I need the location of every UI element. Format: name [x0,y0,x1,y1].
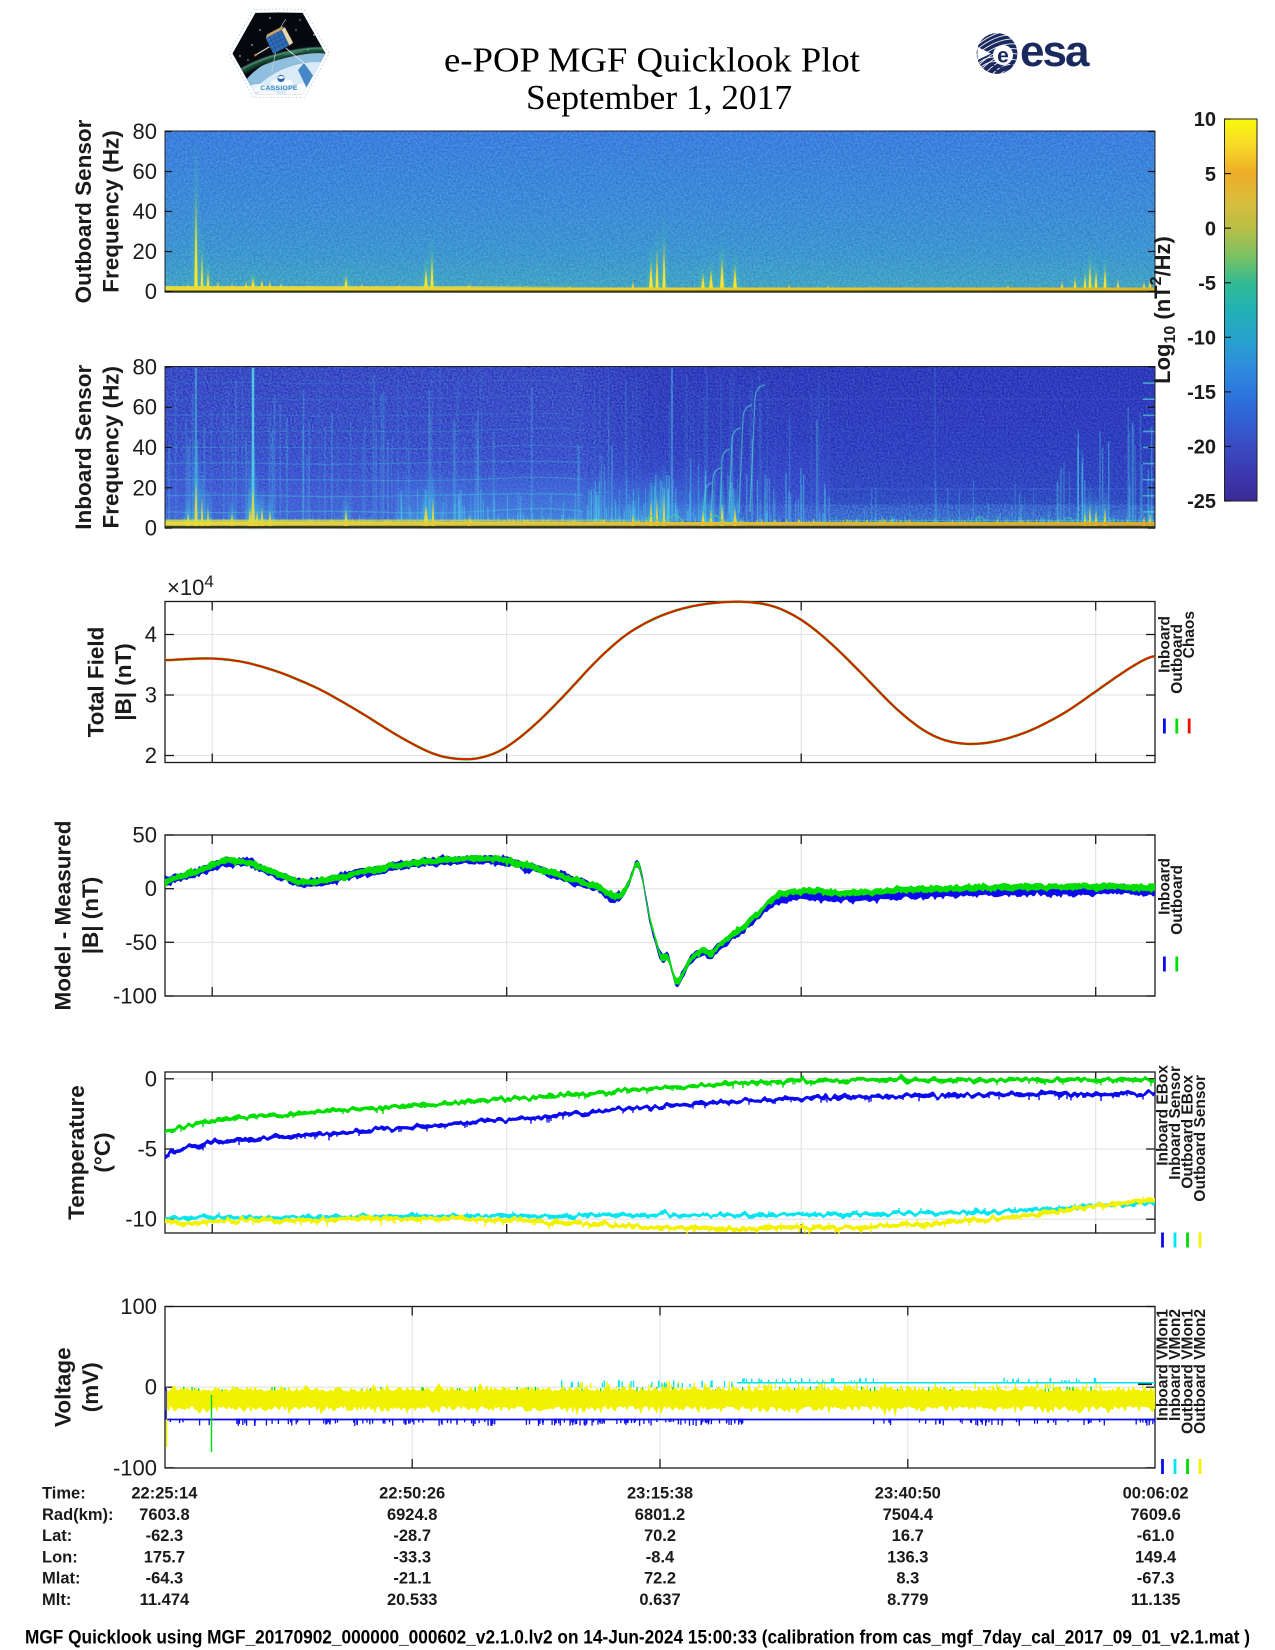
svg-text:Outboard: Outboard [1169,865,1186,935]
svg-text:Mlat:: Mlat: [42,1570,81,1588]
svg-text:7603.8: 7603.8 [139,1506,189,1524]
svg-text:20: 20 [133,475,157,500]
svg-text:22:50:26: 22:50:26 [379,1485,445,1503]
svg-text:Lon:: Lon: [42,1548,78,1566]
svg-text:11.135: 11.135 [1131,1591,1181,1609]
svg-text:-62.3: -62.3 [146,1527,184,1545]
svg-text:16.7: 16.7 [892,1527,924,1545]
svg-text:Mlt:: Mlt: [42,1591,71,1609]
svg-text:136.3: 136.3 [887,1548,928,1566]
svg-text:00:06:02: 00:06:02 [1123,1485,1189,1503]
svg-text:5: 5 [1205,164,1216,186]
svg-text:40: 40 [133,199,157,224]
svg-text:11.474: 11.474 [140,1591,190,1609]
svg-text:4: 4 [145,622,157,647]
svg-text:Voltage: Voltage [51,1347,76,1427]
svg-text:Chaos: Chaos [1181,611,1198,658]
svg-text:Log10 (nT2/Hz): Log10 (nT2/Hz) [1148,236,1179,384]
svg-text:80: 80 [133,354,157,379]
svg-text:Inboard VMon1: Inboard VMon1 [1155,1309,1172,1421]
svg-text:7609.6: 7609.6 [1130,1506,1180,1524]
svg-text:Inboard: Inboard [1156,616,1173,673]
svg-text:-25: -25 [1187,491,1216,513]
svg-text:-28.7: -28.7 [393,1527,431,1545]
svg-text:(°C): (°C) [90,1132,115,1172]
svg-text:8.3: 8.3 [896,1570,919,1588]
svg-text:-33.3: -33.3 [393,1548,431,1566]
svg-text:-64.3: -64.3 [146,1570,184,1588]
svg-text:Frequency (Hz): Frequency (Hz) [99,130,124,293]
svg-text:Outboard VMon2: Outboard VMon2 [1192,1309,1209,1434]
svg-text:40: 40 [133,435,157,460]
svg-text:22:25:14: 22:25:14 [131,1485,198,1503]
svg-text:60: 60 [133,395,157,420]
svg-text:0.637: 0.637 [639,1591,680,1609]
svg-text:-15: -15 [1187,382,1216,404]
svg-text:Frequency (Hz): Frequency (Hz) [99,366,124,529]
svg-text:Outboard Sensor: Outboard Sensor [1192,1075,1209,1202]
svg-text:|B| (nT): |B| (nT) [78,877,103,955]
svg-text:70.2: 70.2 [644,1527,676,1545]
svg-text:0: 0 [145,516,157,541]
svg-text:Rad(km):: Rad(km): [42,1506,114,1524]
svg-text:Inboard Sensor: Inboard Sensor [71,364,96,529]
svg-text:-61.0: -61.0 [1137,1527,1175,1545]
svg-text:0: 0 [145,1375,157,1400]
svg-text:September 1, 2017: September 1, 2017 [526,78,792,117]
svg-text:175.7: 175.7 [144,1548,185,1566]
svg-text:Temperature: Temperature [64,1085,89,1220]
svg-text:23:15:38: 23:15:38 [627,1485,693,1503]
svg-text:esa: esa [1020,27,1090,76]
svg-text:Total Field: Total Field [84,627,109,738]
svg-text:0: 0 [1205,218,1216,240]
svg-text:Outboard Sensor: Outboard Sensor [71,119,96,303]
svg-text:-100: -100 [113,1455,157,1480]
svg-text:e: e [997,45,1009,68]
svg-text:72.2: 72.2 [644,1570,676,1588]
svg-text:Lat:: Lat: [42,1527,72,1545]
svg-text:Inboard Sensor: Inboard Sensor [1167,1066,1184,1180]
svg-text:0: 0 [145,876,157,901]
svg-text:8.779: 8.779 [887,1591,928,1609]
svg-text:-67.3: -67.3 [1137,1570,1175,1588]
svg-text:MGF Quicklook using MGF_201709: MGF Quicklook using MGF_20170902_000000_… [25,1627,1250,1649]
svg-text:Inboard EBox: Inboard EBox [1155,1065,1172,1166]
svg-text:-10: -10 [125,1207,157,1232]
svg-text:20: 20 [133,239,157,264]
svg-text:Model - Measured: Model - Measured [51,820,76,1010]
svg-text:149.4: 149.4 [1135,1548,1177,1566]
svg-text:6924.8: 6924.8 [387,1506,437,1524]
svg-text:7504.4: 7504.4 [883,1506,934,1524]
svg-text:50: 50 [133,823,157,848]
svg-text:23:40:50: 23:40:50 [875,1485,941,1503]
svg-text:60: 60 [133,159,157,184]
svg-text:-100: -100 [113,984,157,1009]
svg-text:CASSIOPE: CASSIOPE [260,85,298,92]
svg-text:2: 2 [145,743,157,768]
svg-text:20.533: 20.533 [387,1591,437,1609]
svg-text:Outboard: Outboard [1169,624,1186,694]
svg-text:Outboard EBox: Outboard EBox [1180,1075,1197,1189]
svg-text:Inboard VMon2: Inboard VMon2 [1167,1309,1184,1421]
svg-text:-50: -50 [125,930,157,955]
svg-text:|B| (nT): |B| (nT) [111,643,136,721]
svg-text:e-POP MGF Quicklook Plot: e-POP MGF Quicklook Plot [444,41,860,80]
svg-text:-10: -10 [1187,327,1216,349]
svg-text:(mV): (mV) [78,1362,103,1412]
svg-text:10: 10 [1194,109,1216,131]
svg-text:6801.2: 6801.2 [635,1506,685,1524]
svg-text:100: 100 [120,1294,157,1319]
svg-text:Inboard: Inboard [1156,858,1173,915]
svg-text:-8.4: -8.4 [646,1548,675,1566]
svg-text:3: 3 [145,683,157,708]
svg-text:0: 0 [145,279,157,304]
svg-text:0: 0 [145,1066,157,1091]
svg-text:-21.1: -21.1 [393,1570,431,1588]
svg-text:-20: -20 [1187,437,1216,459]
svg-text:Outboard VMon1: Outboard VMon1 [1180,1309,1197,1434]
svg-text:-5: -5 [1198,273,1216,295]
svg-text:80: 80 [133,119,157,144]
svg-text:Time:: Time: [42,1485,86,1503]
svg-text:-5: -5 [137,1137,157,1162]
